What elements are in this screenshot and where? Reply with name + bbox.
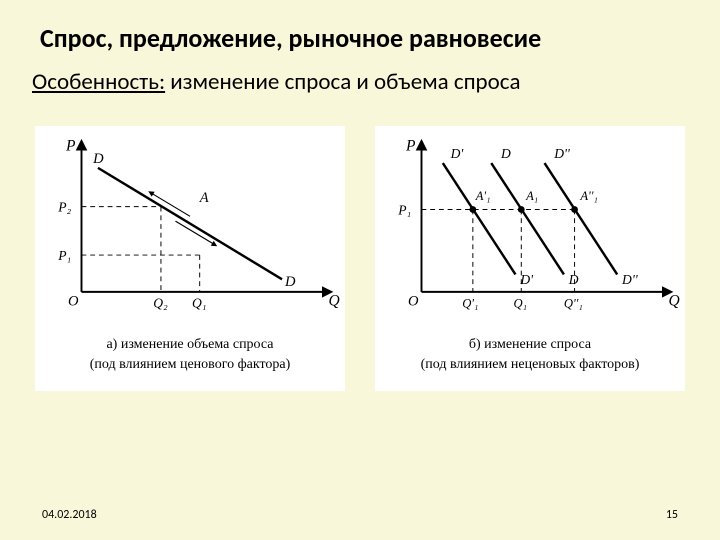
d-top-a: D: [92, 151, 104, 167]
cap-a-2: (под влиянием ценового фактора): [90, 357, 291, 372]
pt-a1: [518, 206, 525, 213]
chart-a-panel: P Q O D D A P₂ P₁ Q₂ Q₁ а) изменение объ…: [35, 126, 345, 391]
subtitle: Особенность: изменение спроса и объема с…: [0, 54, 720, 96]
footer-page: 15: [666, 508, 678, 522]
move-arrow-2: [175, 221, 214, 244]
label-q2: Q₂: [153, 295, 168, 310]
chart-b-caption: б) изменение спроса (под влиянием нецено…: [375, 331, 685, 374]
lbl-d-top: D: [500, 146, 511, 161]
label-p2: P₂: [57, 199, 71, 214]
axis-q-label-b: Q: [669, 292, 680, 309]
charts-row: P Q O D D A P₂ P₁ Q₂ Q₁ а) изменение объ…: [0, 126, 720, 391]
page-title: Спрос, предложение, рыночное равновесие: [0, 0, 720, 54]
lbl-q1pp: Q''₁: [564, 296, 583, 310]
lbl-d-bot: D: [568, 272, 579, 287]
label-q1: Q₁: [192, 295, 207, 310]
line-dpp: [545, 163, 618, 274]
cap-b-2: (под влиянием неценовых факторов): [421, 357, 640, 372]
lbl-q1p: Q'₁: [462, 296, 478, 310]
lbl-p1-b: P₁: [397, 202, 411, 217]
lbl-a1pp: A''₁: [579, 189, 597, 203]
line-d: [491, 163, 564, 274]
axis-p-label: P: [65, 137, 76, 154]
origin-label-a: O: [68, 293, 79, 309]
d-bot-a: D: [284, 274, 296, 290]
lbl-dpp-bot: D'': [621, 272, 639, 287]
origin-label-b: O: [408, 293, 419, 309]
label-A: A: [199, 190, 209, 206]
cap-b-1: б) изменение спроса: [469, 337, 591, 352]
lbl-a1: A₁: [525, 189, 538, 203]
axis-q-label: Q: [329, 292, 340, 309]
cap-a-1: а) изменение объема спроса: [106, 337, 273, 352]
chart-b-svg: P Q O D' D D'' D' D D'' A'₁: [375, 126, 685, 326]
lbl-a1p: A'₁: [475, 189, 491, 203]
line-dp: [443, 163, 516, 274]
subtitle-text: изменение спроса и объема спроса: [165, 68, 520, 96]
axis-p-label-b: P: [405, 137, 416, 154]
footer-date: 04.02.2018: [42, 508, 97, 522]
chart-b-panel: P Q O D' D D'' D' D D'' A'₁: [375, 126, 685, 391]
chart-a-caption: а) изменение объема спроса (под влиянием…: [35, 331, 345, 374]
chart-a-svg: P Q O D D A P₂ P₁ Q₂ Q₁: [35, 126, 345, 326]
pt-a1p: [469, 206, 476, 213]
label-p1: P₁: [57, 248, 71, 263]
lbl-dpp-top: D'': [553, 146, 571, 161]
lbl-q1-b: Q₁: [514, 296, 527, 310]
pt-a1pp: [571, 206, 578, 213]
lbl-dp-top: D': [450, 146, 465, 161]
demand-line-a: [98, 168, 282, 279]
subtitle-label: Особенность:: [32, 68, 165, 96]
